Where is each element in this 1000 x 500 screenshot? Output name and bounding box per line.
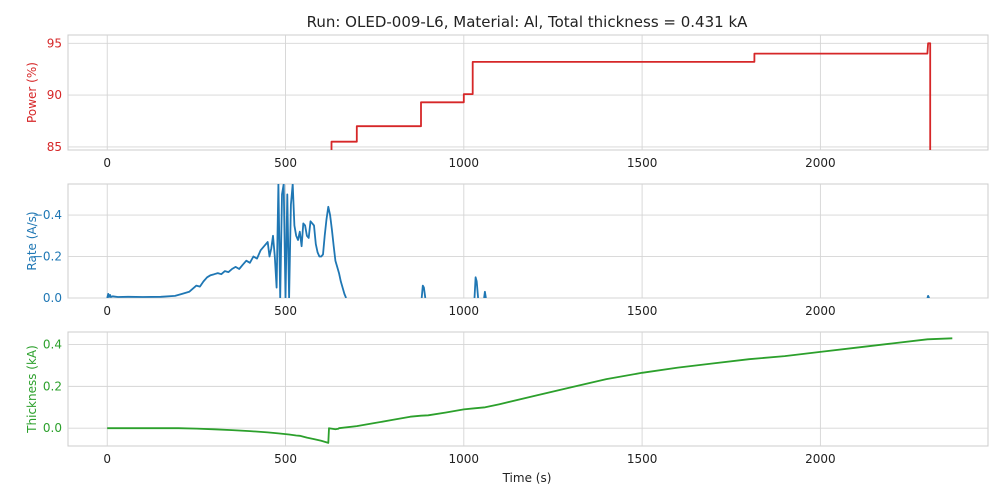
rate-x-tick-label: 0 xyxy=(103,304,111,318)
rate-series xyxy=(106,184,930,298)
power-x-tick-label: 2000 xyxy=(805,156,836,170)
power-series xyxy=(330,42,932,150)
rate-y-tick-label: −0.2 xyxy=(33,250,62,264)
rate-line-segment xyxy=(473,276,479,298)
thickness-x-tick-label: 2000 xyxy=(805,452,836,466)
thickness-line-segment xyxy=(107,337,953,444)
thickness-x-tick-label: 1500 xyxy=(627,452,658,466)
x-axis-label: Time (s) xyxy=(502,471,552,485)
power-y-tick-label: 95 xyxy=(47,36,62,50)
rate-y-axis-label: Rate (A/s) xyxy=(25,211,39,270)
rate-x-tick-label: 500 xyxy=(274,304,297,318)
rate-line-segment xyxy=(926,294,930,298)
plots-container: 0 500 1000 1500 2000 85 90 95 Power (%) 0 500 1000 1… xyxy=(25,34,989,466)
rate-x-tick-label: 2000 xyxy=(805,304,836,318)
power-y-tick-label: 90 xyxy=(47,88,62,102)
thickness-y-tick-label: 0.4 xyxy=(43,338,62,352)
power-x-tick-label: 1000 xyxy=(449,156,480,170)
rate-x-tick-label: 1000 xyxy=(449,304,480,318)
rate-line-segment xyxy=(106,184,347,298)
thickness-y-axis-label: Thickness (kA) xyxy=(25,345,39,434)
power-plot-area xyxy=(67,34,989,151)
rate-plot-area xyxy=(67,183,989,299)
power-x-tick-label: 500 xyxy=(274,156,297,170)
figure-title: Run: OLED-009-L6, Material: Al, Total th… xyxy=(307,13,749,31)
power-x-tick-label: 1500 xyxy=(627,156,658,170)
rate-y-tick-label: 0.0 xyxy=(43,291,62,305)
rate-line-segment xyxy=(420,284,427,298)
thickness-y-tick-label: 0.0 xyxy=(43,421,62,435)
power-y-tick-label: 85 xyxy=(47,140,62,154)
thickness-x-tick-label: 0 xyxy=(103,452,111,466)
power-panel: 0 500 1000 1500 2000 85 90 95 Power (%) xyxy=(25,34,989,170)
rate-line-segment xyxy=(483,290,487,298)
power-y-axis-label: Power (%) xyxy=(25,62,39,123)
rate-y-tick-label: −0.4 xyxy=(33,208,62,222)
thickness-panel: 0 500 1000 1500 2000 0.0 0.2 0.4 Thickness (kA) xyxy=(25,331,989,466)
thickness-x-tick-label: 500 xyxy=(274,452,297,466)
thickness-y-tick-label: 0.2 xyxy=(43,379,62,393)
power-x-tick-label: 0 xyxy=(103,156,111,170)
thickness-series xyxy=(107,337,953,444)
thickness-x-tick-label: 1000 xyxy=(449,452,480,466)
rate-x-tick-label: 1500 xyxy=(627,304,658,318)
power-line-segment xyxy=(330,42,932,150)
